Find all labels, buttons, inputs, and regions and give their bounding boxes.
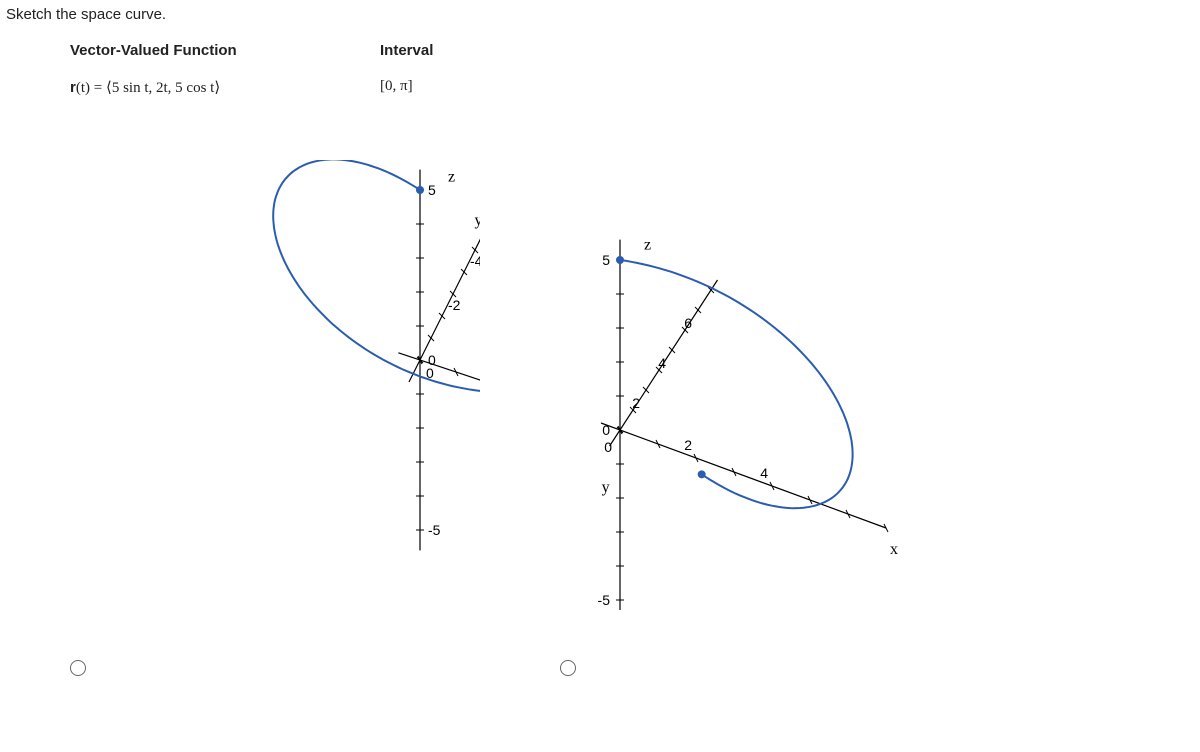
svg-text:0: 0 (604, 439, 612, 455)
col-interval-heading: Interval (380, 42, 433, 59)
interval-text: [0, π] (380, 78, 413, 95)
plot-left-svg: 50-50-2-4-6-2-4zyx (60, 160, 480, 580)
svg-text:4: 4 (760, 465, 768, 481)
svg-text:z: z (644, 237, 651, 254)
option-plot-right: 5 0 -5 0 2 4 6 2 4 z y x (560, 230, 980, 610)
prompt-text: Sketch the space curve. (6, 6, 166, 23)
option-plot-left: 50-50-2-4-6-2-4zyx (60, 160, 480, 580)
plot-right-svg: 5 0 -5 0 2 4 6 2 4 z y x (560, 230, 980, 610)
svg-text:-5: -5 (428, 522, 441, 538)
svg-text:x: x (890, 541, 898, 558)
svg-text:2: 2 (684, 437, 692, 453)
option-radio-right[interactable] (560, 660, 576, 676)
col-function-heading: Vector-Valued Function (70, 42, 237, 59)
function-row: r(t) = ⟨5 sin t, 2t, 5 cos t⟩ (70, 78, 220, 97)
svg-text:z: z (448, 169, 455, 186)
svg-text:-4: -4 (470, 253, 480, 269)
svg-text:4: 4 (658, 355, 666, 371)
svg-text:6: 6 (684, 315, 692, 331)
function-body: ⟨5 sin t, 2t, 5 cos t⟩ (106, 80, 220, 96)
svg-text:-5: -5 (598, 592, 611, 608)
svg-text:5: 5 (602, 252, 610, 268)
svg-text:-2: -2 (448, 297, 461, 313)
option-radio-left[interactable] (70, 660, 86, 676)
svg-text:y: y (602, 479, 610, 496)
function-arg: (t) = (76, 80, 106, 96)
svg-text:0: 0 (602, 422, 610, 438)
svg-text:y: y (475, 212, 481, 229)
svg-text:5: 5 (428, 182, 436, 198)
svg-text:2: 2 (632, 395, 640, 411)
